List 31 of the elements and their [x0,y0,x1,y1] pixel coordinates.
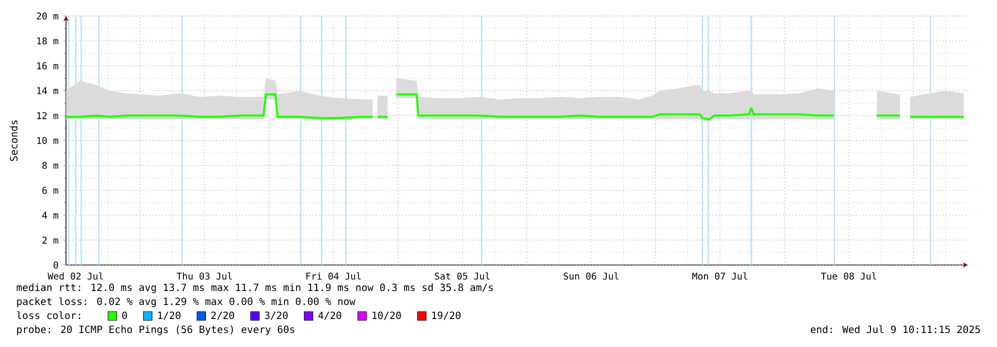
x-tick-label: Sun 06 Jul [564,272,618,280]
legend-label: 0 [122,312,127,320]
y-tick-label: 20 m [36,12,58,20]
legend-label: 4/20 [318,312,342,320]
text: median rtt: 12.0 ms avg 13.7 ms max 11.7 ms min 11.9 ms now 0.3 ms sd 35.8 am/s [16,283,493,294]
y-tick-label: 0 [54,261,58,269]
text: probe: 20 ICMP Echo Pings (56 Bytes) every 60s [17,325,294,336]
text: end: Wed Jul 9 10:11:15 2025 [810,325,980,334]
legend-label: 19/20 [432,312,461,320]
x-tick-label: Thu 03 Jul [176,272,232,280]
legend-label: 3/20 [264,312,288,320]
x-tick-label: Fri 04 Jul [306,272,361,280]
y-tick-label: 8 m [42,162,58,169]
x-tick-label: Tue 08 Jul [821,272,876,280]
y-axis-title: Seconds [10,120,18,161]
y-tick-label: 6 m [42,186,58,194]
x-tick-label: Mon 07 Jul [692,272,748,280]
y-tick-label: 2 m [42,236,58,244]
y-tick-label: 12 m [37,112,58,120]
legend-label: 2/20 [211,312,234,320]
y-tick-label: 10 m [37,136,58,144]
y-tick-label: 16 m [37,62,58,70]
y-tick-label: 4 m [42,212,58,219]
y-tick-label: 14 m [37,87,58,94]
y-tick-label: 18 m [37,37,58,44]
legend-label: 10/20 [372,312,401,320]
legend-label: 1/20 [158,312,180,320]
x-tick-label: Sat 05 Jul [434,272,490,280]
x-tick-label: Wed 02 Jul [48,272,103,280]
legend-title: loss color: [17,311,80,320]
text: packet loss: 0.02 % avg 1.29 % max 0.00 % min 0.00 % now [17,297,356,308]
